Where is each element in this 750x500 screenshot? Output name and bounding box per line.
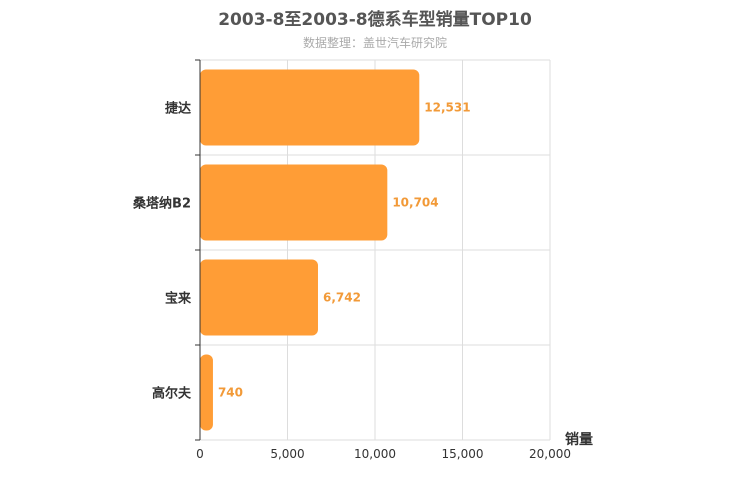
bar <box>200 164 388 241</box>
data-label: 10,704 <box>392 196 438 210</box>
x-tick-label: 0 <box>196 447 204 461</box>
category-label: 宝来 <box>165 291 192 307</box>
axes-group <box>195 59 201 441</box>
x-tick-label: 10,000 <box>354 447 396 461</box>
category-label: 桑塔纳B2 <box>132 196 191 212</box>
chart-title: 2003-8至2003-8德系车型销量TOP10 <box>218 10 532 30</box>
x-tick-label: 20,000 <box>529 447 571 461</box>
data-label: 6,742 <box>323 291 361 305</box>
category-label: 高尔夫 <box>152 386 192 402</box>
bar <box>200 259 318 336</box>
data-label: 12,531 <box>424 101 470 115</box>
bar <box>200 69 420 146</box>
x-tick-label: 15,000 <box>442 447 484 461</box>
bar <box>200 354 213 431</box>
chart-subtitle: 数据整理：盖世汽车研究院 <box>302 36 447 50</box>
x-tick-label: 5,000 <box>270 447 304 461</box>
category-label: 捷达 <box>165 101 191 117</box>
data-label: 740 <box>218 386 243 400</box>
labels-group: 12,531 捷达 10,704 桑塔纳B2 6,742 宝来 740 高尔夫 0 5,000 10… <box>132 101 571 462</box>
x-axis-title: 销量 <box>565 431 593 448</box>
bars-group <box>200 69 420 431</box>
